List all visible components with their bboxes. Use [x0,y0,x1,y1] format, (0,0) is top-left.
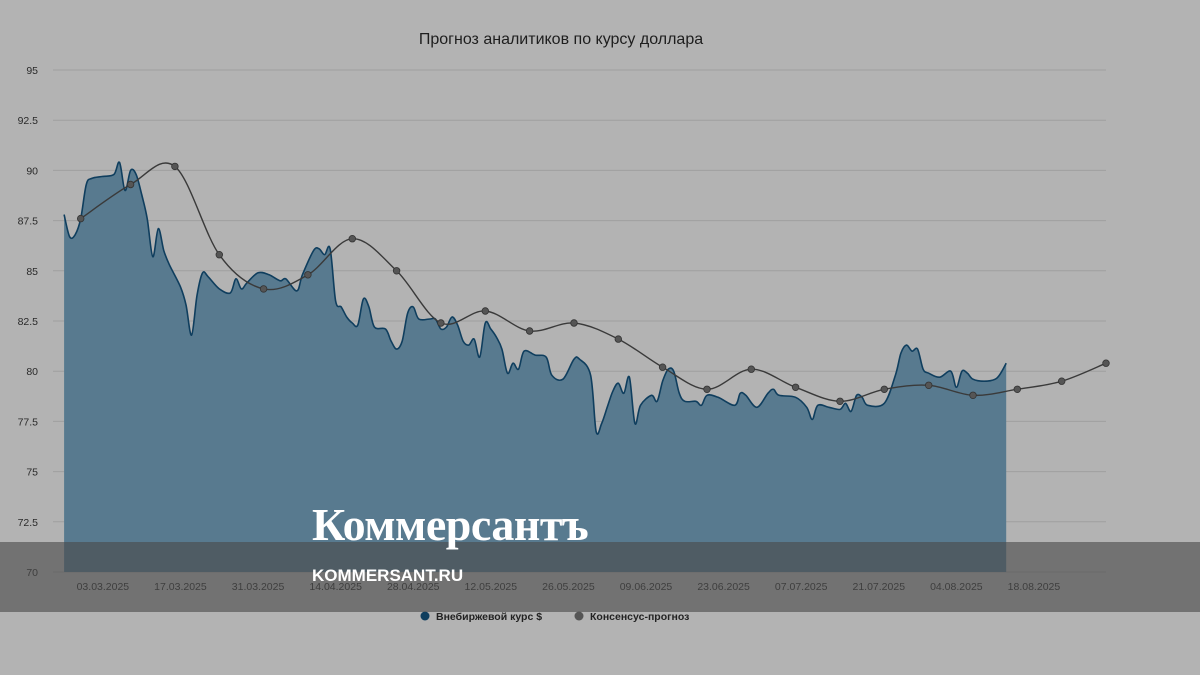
watermark-band [0,542,1200,612]
watermark-url: KOMMERSANT.RU [312,566,464,585]
legend-item-consensus[interactable]: Консенсус-прогноз [574,611,690,623]
consensus-point [76,214,85,223]
consensus-point [570,319,578,327]
consensus-point [1057,377,1066,385]
consensus-point [304,271,312,279]
area-line [63,161,1007,435]
legend: Внебиржевой курс $ Консенсус-прогноз [420,611,690,623]
consensus-point [126,180,135,189]
series-consensus-forecast [76,162,1110,405]
consensus-point [658,363,667,371]
consensus-point [348,234,356,243]
legend-item-otc-rate[interactable]: Внебиржевой курс $ [420,611,543,623]
consensus-point [481,307,489,315]
consensus-point [392,267,401,275]
consensus-point [969,391,977,399]
consensus-point [791,383,800,391]
legend-marker-otc-rate [420,611,430,621]
legend-marker-consensus [574,611,584,621]
consensus-point [614,335,622,343]
consensus-point [437,319,445,327]
consensus-point [171,162,179,171]
chart-title: Прогноз аналитиков по курсу доллара [419,31,703,48]
y-tick-label: 72.5 [18,517,39,529]
consensus-point [880,385,888,393]
y-tick-label: 90 [26,165,38,177]
consensus-point [1013,385,1021,393]
y-tick-label: 82.5 [18,316,39,328]
series-area-otc-rate [63,161,1007,572]
consensus-point [259,285,268,293]
y-tick-label: 75 [26,467,38,479]
consensus-point [215,250,223,259]
y-tick-label: 77.5 [18,416,39,428]
y-tick-label: 87.5 [18,216,39,228]
consensus-point [525,327,534,335]
y-tick-label: 95 [26,65,38,77]
consensus-point [925,381,933,389]
watermark-logo: Коммерсантъ [312,499,589,550]
consensus-point [1102,359,1110,367]
area-fill [64,162,1007,572]
consensus-point [703,385,711,393]
legend-label-otc-rate: Внебиржевой курс $ [436,611,542,623]
y-tick-label: 80 [26,366,38,378]
consensus-point [836,397,844,405]
y-tick-label: 92.5 [18,115,39,127]
consensus-point [747,365,755,373]
y-tick-label: 85 [26,266,38,278]
legend-label-consensus: Консенсус-прогноз [590,611,689,623]
